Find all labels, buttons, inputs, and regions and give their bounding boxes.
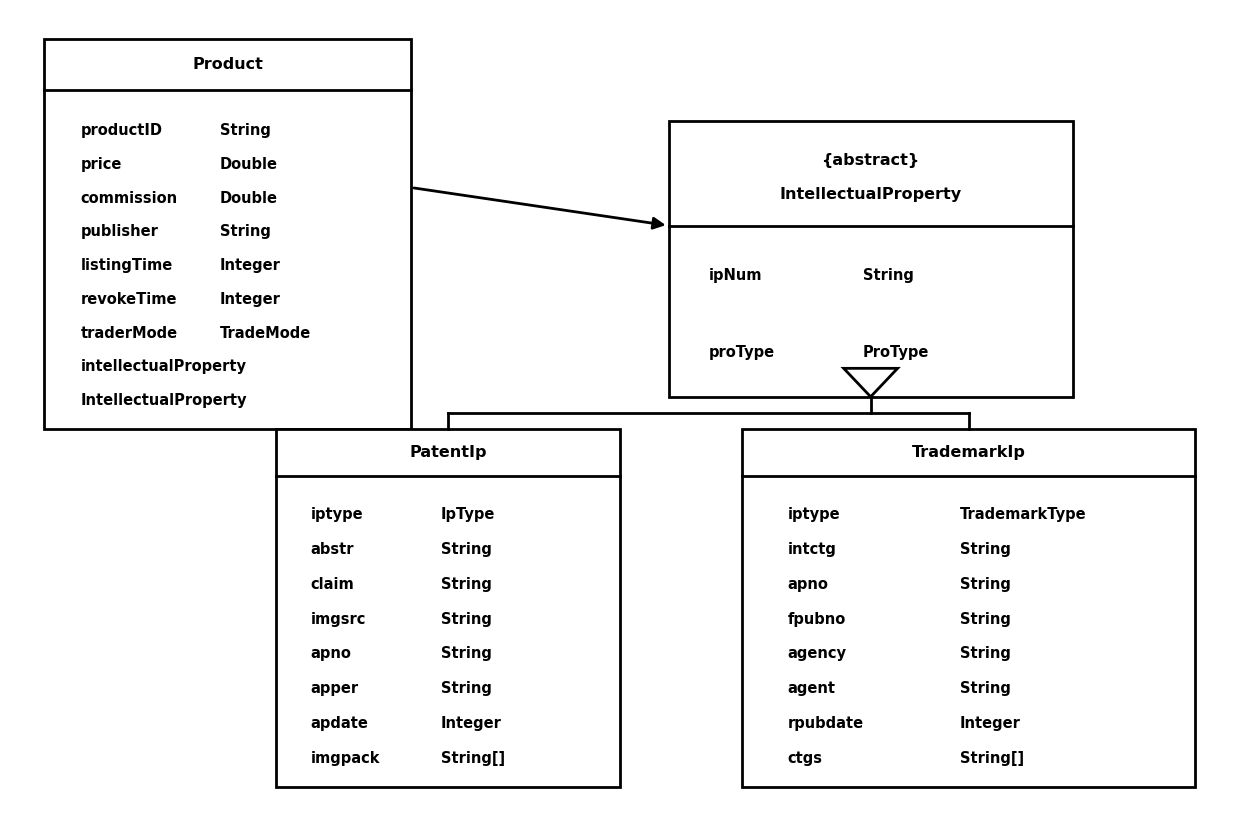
Text: imgsrc: imgsrc bbox=[311, 612, 367, 627]
Text: String: String bbox=[221, 123, 271, 138]
Text: String: String bbox=[441, 681, 492, 696]
Text: listingTime: listingTime bbox=[81, 258, 172, 273]
Text: {abstract}: {abstract} bbox=[821, 153, 919, 168]
Text: iptype: iptype bbox=[787, 507, 840, 522]
Text: ProType: ProType bbox=[862, 345, 929, 360]
Text: Integer: Integer bbox=[221, 292, 281, 306]
Text: revokeTime: revokeTime bbox=[81, 292, 177, 306]
Text: apno: apno bbox=[311, 647, 352, 662]
Text: String: String bbox=[441, 647, 492, 662]
Text: apper: apper bbox=[311, 681, 359, 696]
Text: Integer: Integer bbox=[221, 258, 281, 273]
Text: commission: commission bbox=[81, 191, 177, 206]
Text: abstr: abstr bbox=[311, 542, 354, 557]
Bar bbox=[43, 40, 411, 430]
Polygon shape bbox=[844, 368, 897, 396]
Text: productID: productID bbox=[81, 123, 162, 138]
Text: iptype: iptype bbox=[311, 507, 363, 522]
Text: String: String bbox=[441, 542, 492, 557]
Text: String: String bbox=[441, 612, 492, 627]
Text: Integer: Integer bbox=[441, 716, 502, 731]
Text: apno: apno bbox=[787, 577, 828, 592]
Text: proType: proType bbox=[709, 345, 776, 360]
Text: String: String bbox=[221, 225, 271, 240]
Text: agency: agency bbox=[787, 647, 846, 662]
Text: String: String bbox=[959, 681, 1011, 696]
Text: TrademarkIp: TrademarkIp bbox=[912, 445, 1026, 460]
Text: String: String bbox=[959, 577, 1011, 592]
Text: Double: Double bbox=[221, 157, 278, 172]
Text: claim: claim bbox=[311, 577, 354, 592]
Text: Product: Product bbox=[192, 57, 263, 72]
Text: fpubno: fpubno bbox=[787, 612, 845, 627]
Text: String[]: String[] bbox=[959, 751, 1023, 766]
Text: String: String bbox=[441, 577, 492, 592]
Bar bbox=[276, 430, 620, 786]
Text: intctg: intctg bbox=[787, 542, 836, 557]
Text: rpubdate: rpubdate bbox=[787, 716, 864, 731]
Text: Integer: Integer bbox=[959, 716, 1021, 731]
Bar bbox=[742, 430, 1196, 786]
Text: agent: agent bbox=[787, 681, 835, 696]
Text: imgpack: imgpack bbox=[311, 751, 380, 766]
Text: String: String bbox=[959, 612, 1011, 627]
Bar bbox=[669, 121, 1073, 396]
Text: String: String bbox=[959, 542, 1011, 557]
Text: IpType: IpType bbox=[441, 507, 496, 522]
Text: Double: Double bbox=[221, 191, 278, 206]
Text: price: price bbox=[81, 157, 121, 172]
Text: String[]: String[] bbox=[441, 751, 506, 766]
Text: ipNum: ipNum bbox=[709, 268, 762, 283]
Text: IntellectualProperty: IntellectualProperty bbox=[81, 393, 247, 408]
Text: String: String bbox=[862, 268, 913, 283]
Text: TradeMode: TradeMode bbox=[221, 325, 311, 340]
Text: traderMode: traderMode bbox=[81, 325, 177, 340]
Text: String: String bbox=[959, 647, 1011, 662]
Text: IntellectualProperty: IntellectualProperty bbox=[779, 187, 961, 202]
Text: intellectualProperty: intellectualProperty bbox=[81, 359, 247, 374]
Text: apdate: apdate bbox=[311, 716, 369, 731]
Text: ctgs: ctgs bbox=[787, 751, 823, 766]
Text: TrademarkType: TrademarkType bbox=[959, 507, 1087, 522]
Text: PatentIp: PatentIp bbox=[409, 445, 487, 460]
Text: publisher: publisher bbox=[81, 225, 159, 240]
